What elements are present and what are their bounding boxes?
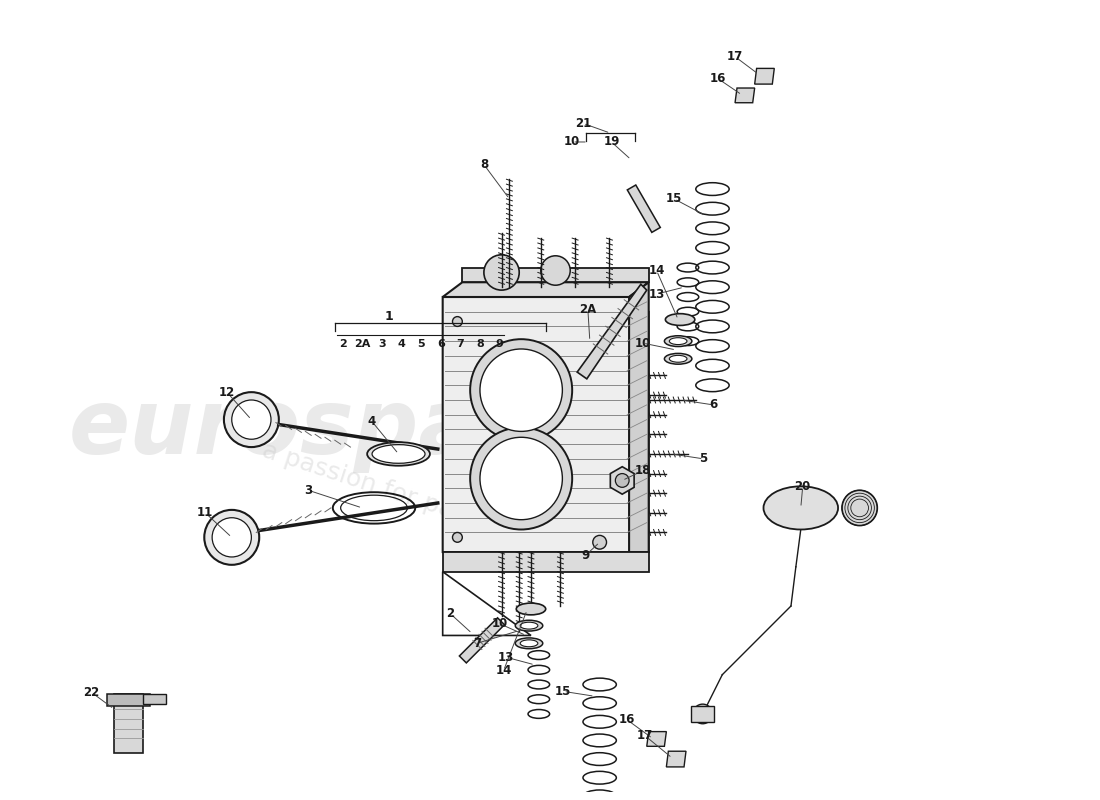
Ellipse shape [666, 314, 695, 326]
Text: 21: 21 [575, 117, 591, 130]
Text: 3: 3 [378, 339, 386, 349]
Text: 5: 5 [417, 339, 425, 349]
Text: 13: 13 [648, 287, 664, 301]
Circle shape [224, 392, 278, 447]
Text: 15: 15 [556, 685, 572, 698]
Text: 22: 22 [84, 686, 100, 699]
Ellipse shape [520, 640, 538, 646]
Circle shape [593, 535, 606, 549]
Ellipse shape [367, 442, 430, 466]
Circle shape [205, 510, 260, 565]
Circle shape [842, 490, 878, 526]
Ellipse shape [520, 622, 538, 629]
Circle shape [452, 533, 462, 542]
Text: 20: 20 [794, 480, 811, 493]
Polygon shape [442, 552, 649, 572]
Text: 9: 9 [496, 339, 504, 349]
Text: 18: 18 [635, 464, 651, 477]
Polygon shape [578, 284, 647, 379]
Text: 3: 3 [305, 484, 312, 497]
Circle shape [232, 400, 271, 439]
Text: 10: 10 [635, 337, 651, 350]
Ellipse shape [669, 355, 688, 362]
Circle shape [693, 704, 713, 724]
Text: 1: 1 [384, 310, 393, 323]
Text: a passion for parts since 1985: a passion for parts since 1985 [260, 438, 626, 578]
Text: 2A: 2A [354, 339, 371, 349]
Text: 4: 4 [397, 339, 406, 349]
Polygon shape [442, 297, 649, 552]
Ellipse shape [515, 620, 542, 631]
Text: 15: 15 [666, 192, 682, 206]
Text: 6: 6 [710, 398, 717, 411]
Ellipse shape [669, 338, 688, 345]
Circle shape [470, 427, 572, 530]
Polygon shape [442, 282, 649, 297]
Polygon shape [647, 732, 667, 746]
Polygon shape [629, 282, 649, 552]
Circle shape [212, 518, 252, 557]
Circle shape [480, 349, 562, 431]
Circle shape [541, 256, 570, 286]
Polygon shape [143, 694, 166, 704]
Text: 19: 19 [603, 135, 619, 149]
Text: 10: 10 [564, 135, 581, 149]
Polygon shape [462, 267, 649, 282]
Text: 2A: 2A [580, 303, 596, 316]
Text: 2: 2 [447, 607, 454, 620]
Bar [107, 694, 151, 706]
Text: 8: 8 [480, 158, 488, 171]
Text: 10: 10 [492, 617, 508, 630]
Circle shape [470, 339, 572, 442]
Ellipse shape [372, 445, 425, 463]
Bar [114, 694, 143, 753]
Text: 13: 13 [497, 650, 514, 663]
Text: 16: 16 [710, 72, 726, 85]
Text: 4: 4 [367, 415, 376, 428]
Ellipse shape [515, 638, 542, 649]
Text: 17: 17 [637, 729, 653, 742]
Text: 9: 9 [582, 549, 590, 562]
Text: 2: 2 [339, 339, 346, 349]
Bar [691, 706, 714, 722]
Text: 5: 5 [700, 452, 707, 466]
Ellipse shape [763, 486, 838, 530]
Circle shape [480, 438, 562, 520]
Text: 17: 17 [727, 50, 744, 63]
Text: 6: 6 [437, 339, 444, 349]
Circle shape [615, 474, 629, 487]
Text: 7: 7 [473, 637, 481, 650]
Polygon shape [667, 751, 686, 767]
Polygon shape [460, 618, 505, 663]
Text: 14: 14 [495, 664, 512, 678]
Polygon shape [735, 88, 755, 102]
Text: eurospares: eurospares [69, 386, 640, 474]
Polygon shape [755, 68, 774, 84]
Polygon shape [610, 466, 634, 494]
Text: 14: 14 [648, 264, 664, 277]
Text: 11: 11 [197, 506, 213, 519]
Text: 16: 16 [619, 714, 636, 726]
Text: 12: 12 [219, 386, 235, 398]
Ellipse shape [664, 354, 692, 364]
Text: 8: 8 [476, 339, 484, 349]
Circle shape [484, 255, 519, 290]
Circle shape [452, 317, 462, 326]
Polygon shape [627, 185, 660, 232]
Ellipse shape [516, 603, 546, 615]
Ellipse shape [664, 336, 692, 346]
Text: 7: 7 [456, 339, 464, 349]
